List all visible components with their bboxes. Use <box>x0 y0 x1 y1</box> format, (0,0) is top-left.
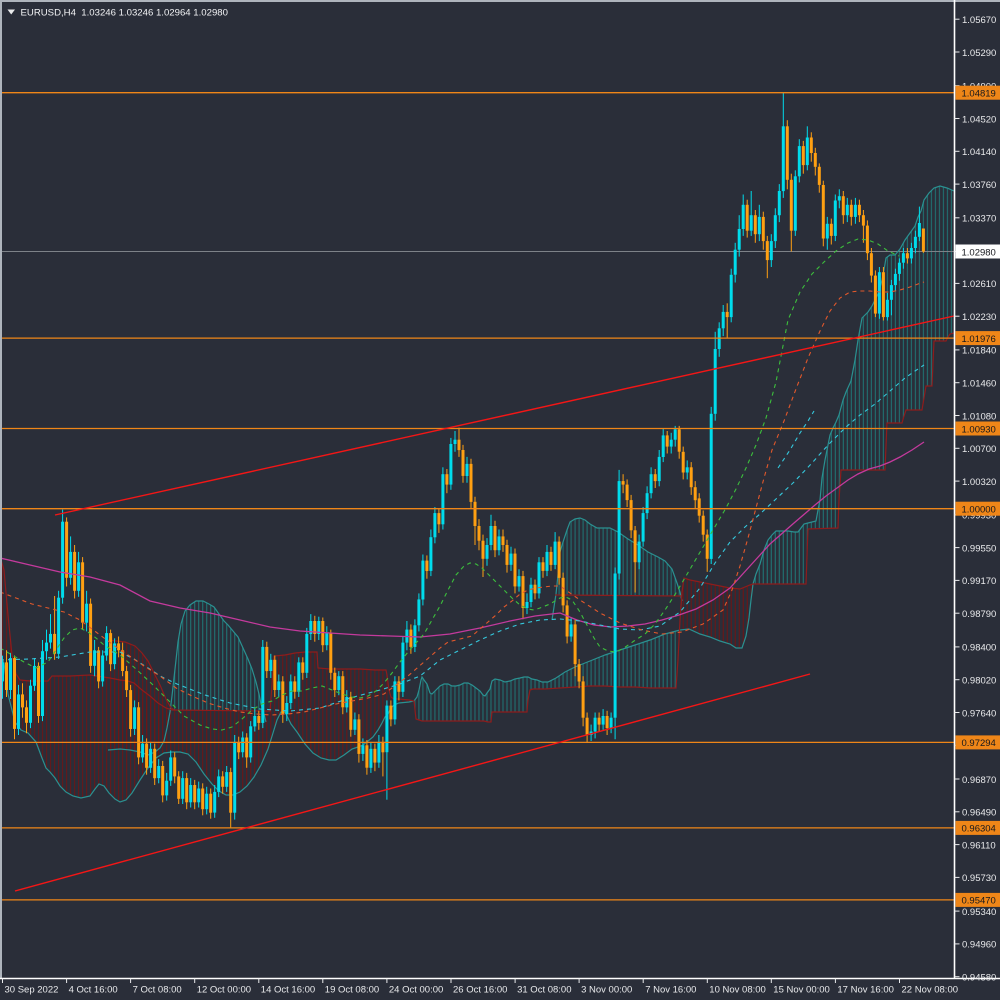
svg-text:0.97640: 0.97640 <box>962 708 996 719</box>
svg-text:24 Oct 00:00: 24 Oct 00:00 <box>389 985 443 996</box>
svg-text:1.01840: 1.01840 <box>962 346 996 357</box>
svg-text:1.01976: 1.01976 <box>962 334 996 345</box>
svg-text:31 Oct 08:00: 31 Oct 08:00 <box>517 985 571 996</box>
svg-text:0.99930: 0.99930 <box>962 511 996 522</box>
svg-text:19 Oct 08:00: 19 Oct 08:00 <box>325 985 379 996</box>
svg-text:0.96870: 0.96870 <box>962 775 996 786</box>
svg-text:1.00320: 1.00320 <box>962 477 996 488</box>
svg-text:30 Sep 2022: 30 Sep 2022 <box>5 985 59 996</box>
svg-text:7 Oct 08:00: 7 Oct 08:00 <box>133 985 182 996</box>
svg-text:22 Nov 08:00: 22 Nov 08:00 <box>902 985 959 996</box>
svg-text:1.03760: 1.03760 <box>962 180 996 191</box>
svg-text:7 Nov 16:00: 7 Nov 16:00 <box>645 985 696 996</box>
svg-text:0.95730: 0.95730 <box>962 873 996 884</box>
svg-text:0.96490: 0.96490 <box>962 808 996 819</box>
svg-text:1.04140: 1.04140 <box>962 147 996 158</box>
svg-text:1.00930: 1.00930 <box>962 424 996 435</box>
svg-text:0.97294: 0.97294 <box>962 738 996 749</box>
svg-text:1.05670: 1.05670 <box>962 15 996 26</box>
svg-text:17 Nov 16:00: 17 Nov 16:00 <box>837 985 894 996</box>
svg-text:0.94960: 0.94960 <box>962 940 996 951</box>
svg-text:0.96304: 0.96304 <box>962 824 996 835</box>
svg-text:3 Nov 00:00: 3 Nov 00:00 <box>581 985 632 996</box>
svg-text:10 Nov 08:00: 10 Nov 08:00 <box>709 985 766 996</box>
svg-text:0.98020: 0.98020 <box>962 676 996 687</box>
svg-text:1.02230: 1.02230 <box>962 312 996 323</box>
svg-text:14 Oct 16:00: 14 Oct 16:00 <box>261 985 315 996</box>
svg-text:0.95340: 0.95340 <box>962 907 996 918</box>
svg-text:EURUSD,H4 1.03246 1.03246 1.0: EURUSD,H4 1.03246 1.03246 1.02964 1.0298… <box>21 8 228 19</box>
svg-text:0.98400: 0.98400 <box>962 643 996 654</box>
svg-text:0.99550: 0.99550 <box>962 543 996 554</box>
svg-text:1.04520: 1.04520 <box>962 114 996 125</box>
svg-text:12 Oct 00:00: 12 Oct 00:00 <box>197 985 251 996</box>
svg-text:0.96110: 0.96110 <box>962 840 996 851</box>
svg-text:0.95470: 0.95470 <box>962 896 996 907</box>
svg-text:15 Nov 00:00: 15 Nov 00:00 <box>773 985 830 996</box>
svg-text:1.01080: 1.01080 <box>962 411 996 422</box>
svg-text:1.03370: 1.03370 <box>962 214 996 225</box>
svg-text:1.00000: 1.00000 <box>962 505 996 516</box>
svg-text:1.04819: 1.04819 <box>962 89 996 100</box>
svg-text:0.99170: 0.99170 <box>962 576 996 587</box>
svg-text:1.02980: 1.02980 <box>962 247 996 258</box>
svg-text:4 Oct 16:00: 4 Oct 16:00 <box>69 985 118 996</box>
svg-text:0.98790: 0.98790 <box>962 609 996 620</box>
svg-text:1.05290: 1.05290 <box>962 48 996 59</box>
svg-text:1.02610: 1.02610 <box>962 279 996 290</box>
svg-text:26 Oct 16:00: 26 Oct 16:00 <box>453 985 507 996</box>
svg-text:1.00700: 1.00700 <box>962 444 996 455</box>
svg-text:0.94580: 0.94580 <box>962 973 996 984</box>
svg-text:1.01460: 1.01460 <box>962 379 996 390</box>
